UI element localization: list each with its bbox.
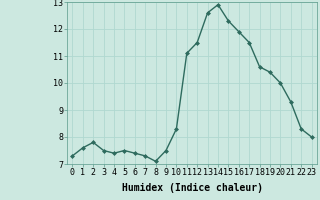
X-axis label: Humidex (Indice chaleur): Humidex (Indice chaleur) [122, 183, 262, 193]
